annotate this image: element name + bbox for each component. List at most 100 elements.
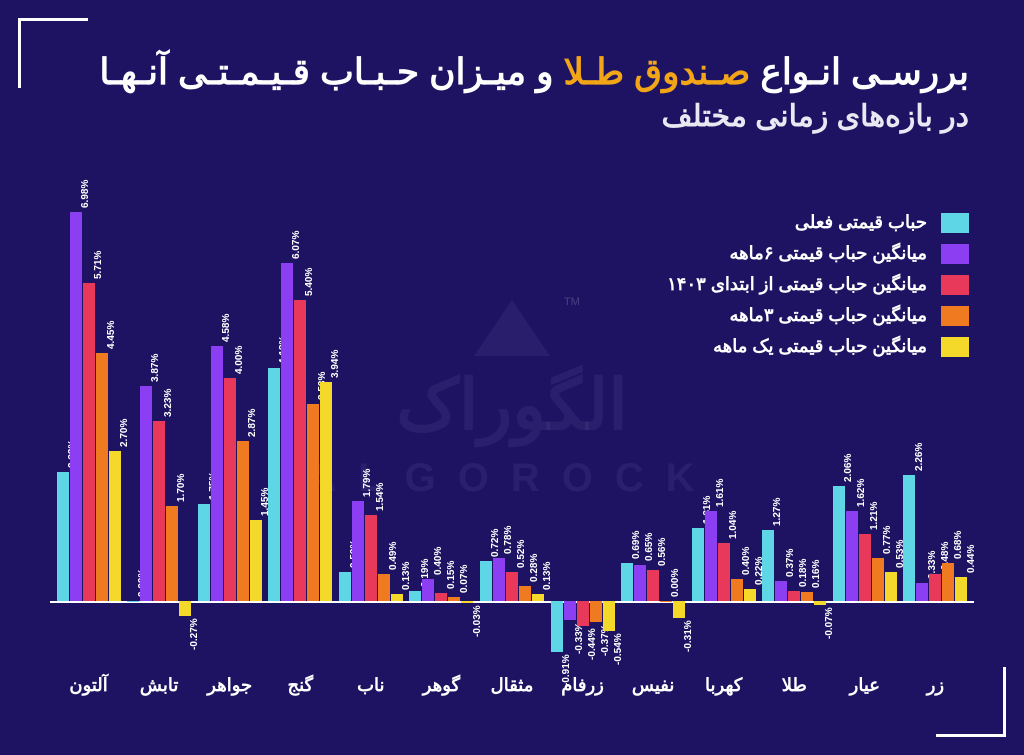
bar (731, 579, 743, 601)
bar-value-label: -0.54% (613, 634, 624, 666)
bar (801, 592, 813, 601)
bar (519, 586, 531, 602)
bar (391, 594, 403, 601)
bar (57, 472, 69, 601)
bar (307, 404, 319, 601)
bar-value-label: 0.15% (446, 560, 457, 588)
bar-value-label: 6.98% (80, 180, 91, 208)
bar-value-label: 1.61% (715, 479, 726, 507)
bar-value-label: 0.16% (811, 560, 822, 588)
bar (916, 583, 928, 601)
bar (493, 558, 505, 601)
title-sub: در بازه‌های زمانی مختلف (55, 99, 969, 134)
bar-value-label: 0.13% (542, 562, 553, 590)
bar (885, 572, 897, 602)
bar (422, 579, 434, 601)
bar-value-label: 2.87% (247, 409, 258, 437)
bar-value-label: 1.21% (869, 501, 880, 529)
bar-value-label: 2.06% (843, 454, 854, 482)
bar-value-label: 6.07% (291, 231, 302, 259)
bar-value-label: 5.40% (304, 268, 315, 296)
bar (929, 574, 941, 601)
bar-value-label: 1.27% (772, 498, 783, 526)
bar-value-label: 0.68% (953, 531, 964, 559)
bar-value-label: 0.18% (798, 559, 809, 587)
bar (250, 520, 262, 601)
bar-value-label: 1.54% (375, 483, 386, 511)
bar (551, 601, 563, 652)
bar (224, 378, 236, 601)
bar-value-label: 0.69% (631, 530, 642, 558)
bar-value-label: -0.44% (587, 628, 598, 660)
bar-value-label: 3.94% (330, 349, 341, 377)
bar (211, 346, 223, 601)
bar (506, 572, 518, 601)
bar-value-label: 4.45% (106, 321, 117, 349)
title-highlight: صـندوق طـلا (563, 51, 750, 92)
bar (846, 511, 858, 601)
bar (564, 601, 576, 619)
bar (814, 601, 826, 605)
bar (409, 591, 421, 602)
bar-value-label: 4.00% (234, 346, 245, 374)
bar (621, 563, 633, 601)
bar-value-label: 0.72% (490, 529, 501, 557)
bar-value-label: 3.87% (150, 353, 161, 381)
bar-value-label: -0.27% (189, 618, 200, 650)
bar-value-label: 0.40% (741, 546, 752, 574)
bar (83, 283, 95, 601)
bar (859, 534, 871, 601)
bar (461, 601, 473, 603)
bar (590, 601, 602, 622)
bar (673, 601, 685, 618)
bar (339, 572, 351, 602)
title-pre: بررسـی انـواع (760, 51, 969, 92)
bar (237, 441, 249, 601)
bar (718, 543, 730, 601)
bar (179, 601, 191, 616)
chart-area: آلتون2.32%6.98%5.71%4.45%2.70%تابش0.00%3… (50, 200, 974, 700)
bar-value-label: 1.62% (856, 479, 867, 507)
bar-value-label: 2.70% (119, 418, 130, 446)
bar (378, 574, 390, 601)
bar (70, 212, 82, 601)
bar-value-label: 0.00% (670, 569, 681, 597)
bar-value-label: -0.31% (683, 621, 694, 653)
bar (660, 601, 672, 602)
bar (788, 591, 800, 601)
bar (435, 593, 447, 601)
bar-value-label: 0.49% (388, 541, 399, 569)
bar-value-label: 0.28% (529, 553, 540, 581)
bar-value-label: 1.04% (728, 511, 739, 539)
bar (577, 601, 589, 626)
bar (198, 504, 210, 602)
bar-value-label: 0.44% (966, 544, 977, 572)
bar (480, 561, 492, 601)
bar-value-label: 0.56% (657, 538, 668, 566)
bar-value-label: -0.03% (472, 605, 483, 637)
bar-value-label: 2.26% (914, 443, 925, 471)
bar-value-label: 0.07% (459, 565, 470, 593)
bar-value-label: 0.37% (785, 548, 796, 576)
bar-value-label: 0.52% (516, 540, 527, 568)
bar-value-label: -0.33% (574, 622, 585, 654)
bar (775, 581, 787, 602)
bar (153, 421, 165, 601)
bar-value-label: 0.65% (644, 533, 655, 561)
bar (762, 530, 774, 601)
bar (127, 601, 139, 602)
title-post: و میـزان حـبـاب قـیـمـتـی آنـهـا (99, 51, 553, 92)
bar (96, 353, 108, 601)
bar (833, 486, 845, 601)
bar (166, 506, 178, 601)
bar (603, 601, 615, 631)
bar (903, 475, 915, 601)
bar (955, 577, 967, 602)
title-main: بررسـی انـواع صـندوق طـلا و میـزان حـبـا… (55, 48, 969, 97)
bar (647, 570, 659, 601)
bar-value-label: 0.40% (433, 546, 444, 574)
bar (320, 382, 332, 602)
bar (532, 594, 544, 601)
bar-value-label: -0.07% (824, 607, 835, 639)
bar (268, 368, 280, 601)
